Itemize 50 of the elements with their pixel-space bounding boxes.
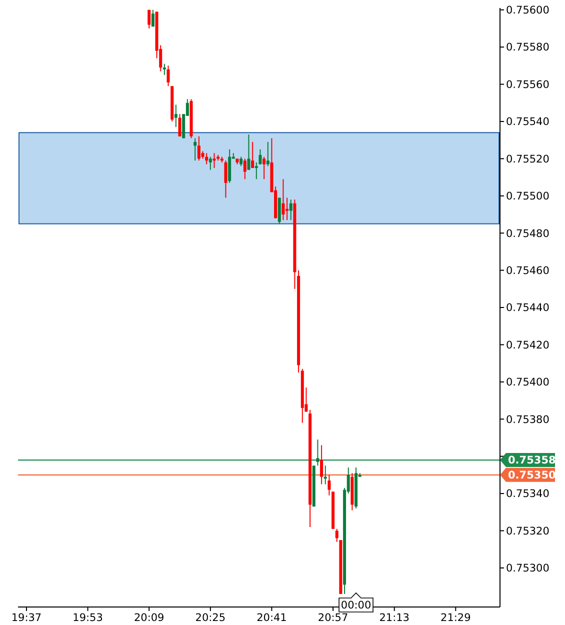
y-tick-label: 0.75540	[506, 116, 550, 128]
y-tick-label: 0.75460	[506, 264, 550, 277]
x-tick-label: 20:09	[134, 612, 164, 624]
candlestick	[205, 152, 208, 165]
x-tick-label: 21:13	[379, 612, 410, 624]
candlestick	[166, 65, 170, 87]
y-tick-label: 0.75380	[506, 414, 550, 426]
x-tick-label: 19:53	[72, 612, 103, 624]
candlestick	[148, 9, 151, 29]
x-tick-label: 19:37	[11, 612, 42, 624]
candlestick	[208, 156, 212, 170]
candlestick	[194, 138, 197, 162]
candlestick	[320, 444, 324, 485]
y-tick-label: 0.75560	[506, 78, 550, 91]
y-tick-label: 0.75300	[506, 562, 550, 575]
candlestick	[262, 156, 266, 180]
candlestick	[162, 63, 166, 76]
candlestick	[174, 104, 178, 128]
y-tick-label: 0.75400	[506, 376, 550, 389]
ref-line-label: 0.75358	[508, 454, 556, 467]
y-tick-label: 0.75320	[506, 525, 550, 538]
candlestick	[212, 152, 216, 168]
y-tick-label: 0.75480	[506, 228, 550, 240]
candlestick	[251, 141, 254, 168]
candlestick	[247, 134, 250, 170]
y-tick-label: 0.75420	[506, 339, 550, 352]
y-tick-label: 0.75440	[506, 302, 550, 314]
candlestick	[266, 141, 270, 167]
candlestick	[151, 9, 154, 28]
candlestick	[197, 136, 200, 162]
x-tick-label: 20:41	[256, 612, 287, 624]
annotation: 00:00	[340, 600, 372, 612]
y-tick-label: 0.75580	[506, 42, 550, 54]
ref-line-label: 0.75350	[508, 470, 556, 482]
candlestick	[178, 114, 182, 137]
candlestick	[289, 199, 292, 221]
y-tick-label: 0.75340	[506, 488, 550, 500]
x-tick-label: 21:29	[440, 612, 471, 624]
candlestick	[243, 158, 246, 180]
candlestick	[240, 156, 243, 167]
x-tick-label: 20:25	[195, 612, 226, 624]
x-tick-label: 20:57	[318, 612, 348, 624]
candlestick	[224, 160, 228, 198]
candlestick	[286, 197, 289, 221]
candlestick	[328, 474, 331, 496]
candlestick	[316, 439, 320, 466]
candlestick	[282, 178, 285, 221]
y-tick-label: 0.75600	[506, 4, 550, 17]
y-tick-label: 0.75520	[506, 153, 550, 166]
y-tick-label: 0.75500	[506, 190, 550, 203]
